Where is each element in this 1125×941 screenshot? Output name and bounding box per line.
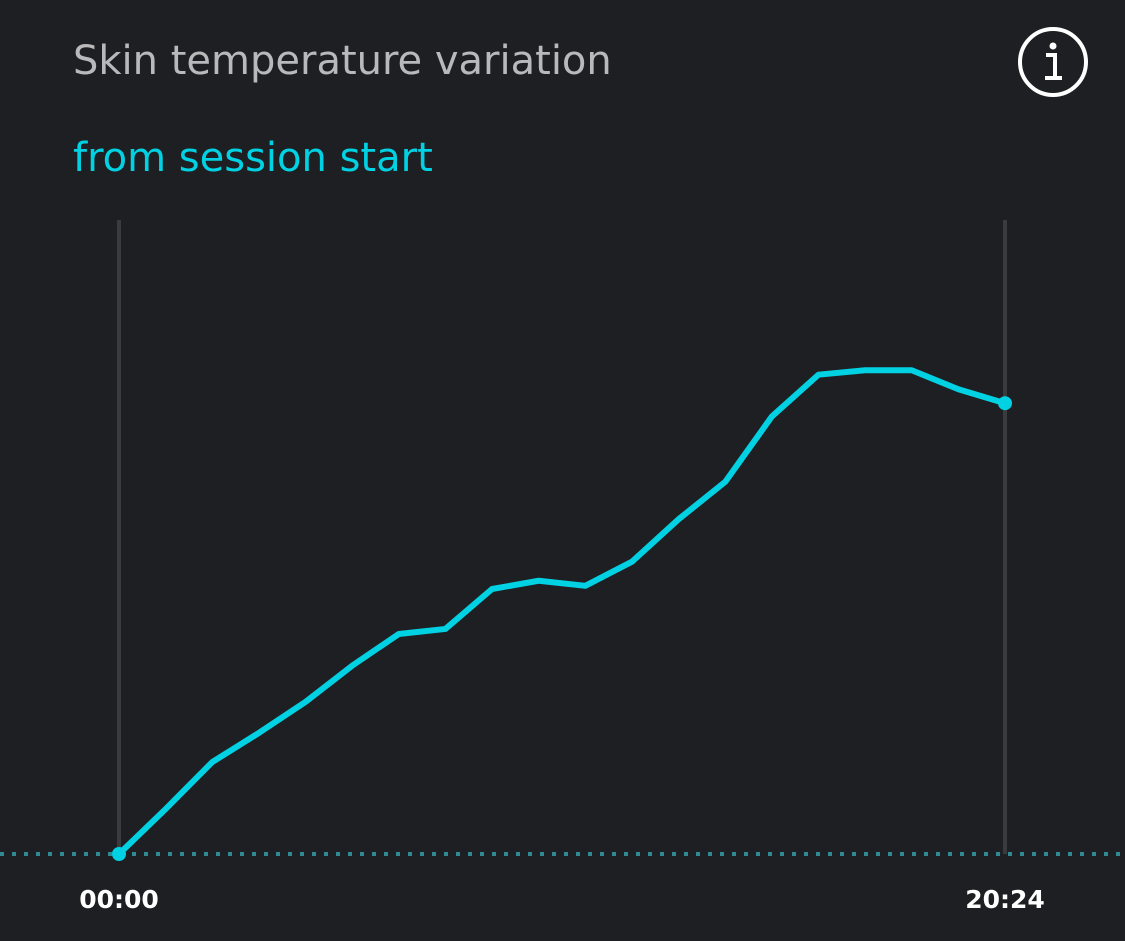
info-glyph — [1045, 53, 1062, 80]
info-icon[interactable] — [1018, 27, 1088, 97]
chart-subtitle: from session start — [73, 135, 433, 181]
info-dot — [1049, 42, 1057, 50]
end-point — [998, 396, 1012, 411]
chart-title: Skin temperature variation — [73, 38, 612, 84]
line — [116, 367, 1006, 857]
x-tick-label: 00:00 — [79, 885, 159, 914]
x-tick-label: 20:24 — [965, 885, 1045, 914]
end-point — [112, 847, 126, 861]
info-button[interactable] — [1018, 27, 1088, 97]
